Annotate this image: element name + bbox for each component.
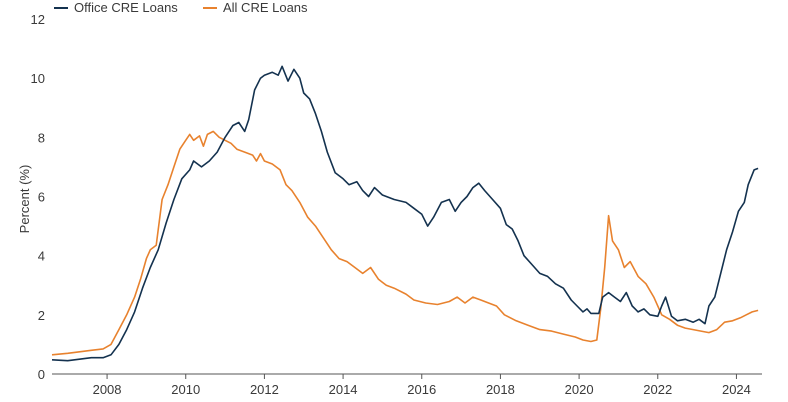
x-tick-label: 2008 (93, 382, 122, 397)
y-tick-label: 12 (31, 12, 45, 27)
y-tick-label: 10 (31, 71, 45, 86)
y-tick-label: 8 (38, 130, 45, 145)
y-tick-label: 6 (38, 190, 45, 205)
y-tick-label: 2 (38, 308, 45, 323)
y-axis: 0 2 4 6 8 10 12 (31, 12, 45, 382)
legend-item-all: All CRE Loans (203, 0, 308, 15)
x-tick-label: 2018 (486, 382, 515, 397)
x-tick-label: 2012 (250, 382, 279, 397)
y-tick-label: 4 (38, 249, 45, 264)
x-tick-label: 2014 (329, 382, 358, 397)
x-tick-label: 2016 (407, 382, 436, 397)
legend-label-all: All CRE Loans (223, 0, 308, 15)
x-tick-label: 2020 (565, 382, 594, 397)
series-line-office-cre-loans (51, 65, 759, 362)
legend-label-office: Office CRE Loans (74, 0, 178, 15)
series-line-all-cre-loans (51, 130, 759, 356)
legend: Office CRE Loans All CRE Loans (54, 0, 308, 15)
x-tick-label: 2010 (171, 382, 200, 397)
x-axis: 2008 2010 2012 2014 2016 2018 2020 2022 2024 (52, 373, 762, 397)
y-axis-title: Percent (%) (17, 165, 32, 234)
x-tick-label: 2022 (643, 382, 672, 397)
x-tick-label: 2024 (722, 382, 751, 397)
series-layer (51, 65, 759, 362)
legend-item-office: Office CRE Loans (54, 0, 178, 15)
y-tick-label: 0 (38, 367, 45, 382)
